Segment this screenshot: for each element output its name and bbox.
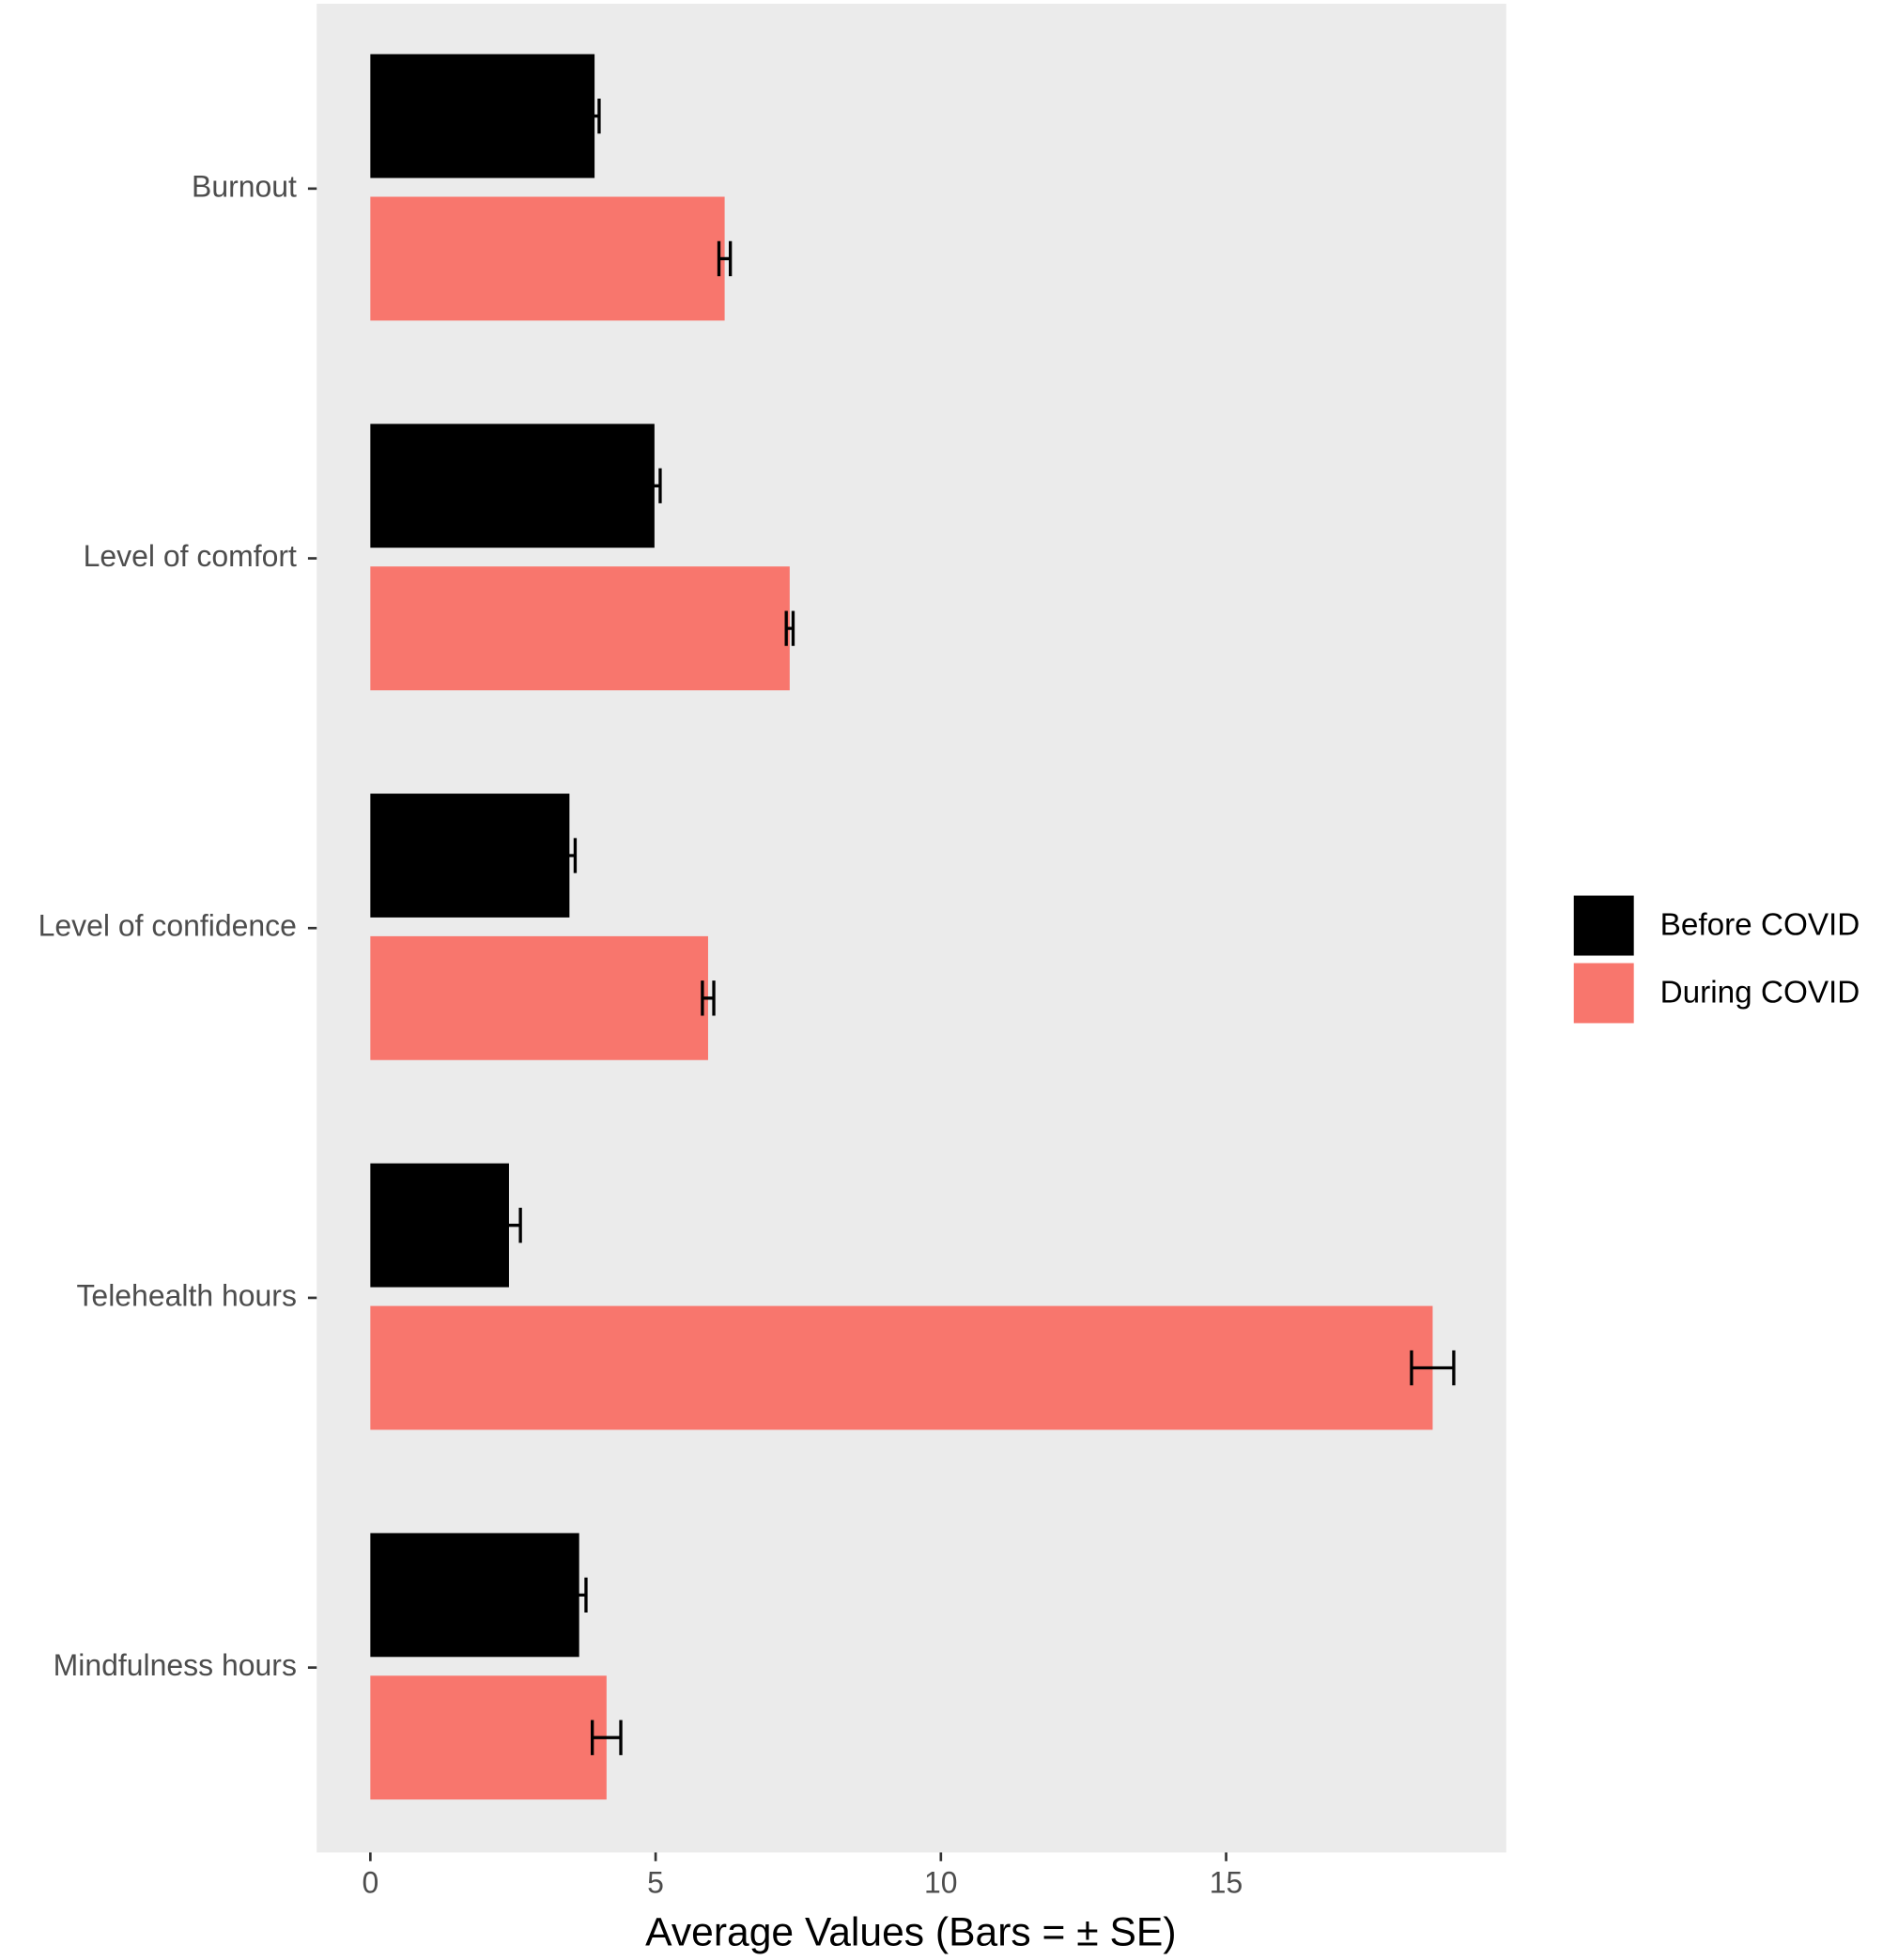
x-axis-title: Average Values (Bars = ± SE) (645, 1910, 1176, 1955)
y-tick-label: Burnout (192, 169, 297, 203)
x-tick-label: 0 (362, 1866, 378, 1900)
legend-key (1571, 960, 1637, 1026)
bar (370, 54, 595, 178)
bar (370, 566, 790, 691)
bar (370, 1533, 579, 1658)
error-bar (717, 240, 733, 277)
y-tick-label: Level of comfort (84, 539, 297, 573)
legend-label: During COVID (1660, 976, 1860, 1011)
error-bar (570, 1577, 588, 1613)
legend-key (1571, 892, 1637, 959)
bar (370, 1675, 607, 1800)
error-bar (701, 980, 716, 1016)
y-tick-label: Mindfulness hours (54, 1648, 297, 1682)
error-bar (496, 1208, 522, 1243)
x-tick-label: 10 (924, 1866, 958, 1900)
bar (370, 935, 708, 1060)
error-bar (1410, 1350, 1456, 1386)
error-bar (590, 1720, 623, 1755)
bar (370, 196, 725, 321)
legend-label: Before COVID (1660, 908, 1860, 943)
y-tick-label: Telehealth hours (76, 1278, 296, 1312)
bar (370, 1305, 1433, 1430)
error-bar (784, 610, 795, 646)
x-tick-label: 5 (647, 1866, 664, 1900)
error-bar (588, 98, 601, 134)
bar (370, 794, 570, 918)
y-tick-label: Level of confidence (39, 909, 297, 943)
error-bar (562, 838, 578, 873)
x-tick-label: 15 (1210, 1866, 1243, 1900)
bar (370, 424, 655, 548)
bar (370, 1163, 509, 1288)
error-bar (647, 468, 662, 503)
